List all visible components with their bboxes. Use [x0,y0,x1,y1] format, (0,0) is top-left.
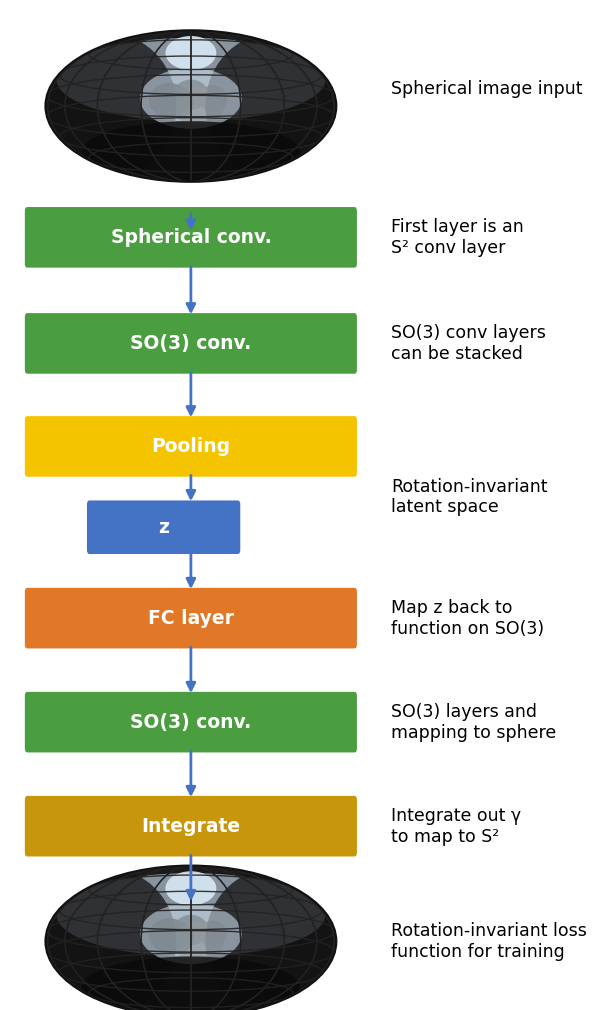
Ellipse shape [173,80,208,110]
FancyBboxPatch shape [25,796,357,856]
Text: Spherical conv.: Spherical conv. [110,228,271,246]
Ellipse shape [45,866,336,1010]
Text: Map z back to
function on SO(3): Map z back to function on SO(3) [391,599,544,637]
Ellipse shape [140,903,242,964]
Ellipse shape [165,36,216,70]
Text: Spherical image input: Spherical image input [391,80,582,98]
Ellipse shape [45,34,176,178]
Text: Pooling: Pooling [152,437,230,456]
Ellipse shape [148,83,190,117]
Text: FC layer: FC layer [148,609,234,627]
Text: SO(3) layers and
mapping to sphere: SO(3) layers and mapping to sphere [391,703,556,741]
Ellipse shape [198,920,227,947]
Text: z: z [158,518,169,536]
Text: SO(3) conv.: SO(3) conv. [130,334,251,352]
Ellipse shape [82,956,300,1010]
Ellipse shape [165,921,194,953]
Ellipse shape [165,872,216,905]
Text: Rotation-invariant loss
function for training: Rotation-invariant loss function for tra… [391,922,587,961]
Text: First layer is an
S² conv layer: First layer is an S² conv layer [391,218,524,257]
Ellipse shape [148,918,190,952]
Text: Integrate: Integrate [141,817,241,835]
FancyBboxPatch shape [25,313,357,374]
Text: Rotation-invariant
latent space: Rotation-invariant latent space [391,478,547,516]
Ellipse shape [173,915,208,945]
FancyBboxPatch shape [25,416,357,477]
Ellipse shape [82,121,300,182]
Text: Integrate out γ
to map to S²: Integrate out γ to map to S² [391,807,521,845]
Ellipse shape [56,37,325,121]
FancyBboxPatch shape [87,501,240,553]
Ellipse shape [45,870,176,1010]
Text: SO(3) conv.: SO(3) conv. [130,713,251,731]
Ellipse shape [205,34,336,178]
Ellipse shape [172,87,224,125]
Ellipse shape [165,86,194,118]
FancyBboxPatch shape [25,692,357,752]
Ellipse shape [172,922,224,961]
Ellipse shape [56,873,325,956]
Ellipse shape [205,870,336,1010]
Ellipse shape [45,30,336,182]
Ellipse shape [140,69,242,128]
FancyBboxPatch shape [25,588,357,648]
FancyBboxPatch shape [25,207,357,268]
Ellipse shape [198,85,227,112]
Text: SO(3) conv layers
can be stacked: SO(3) conv layers can be stacked [391,324,546,363]
